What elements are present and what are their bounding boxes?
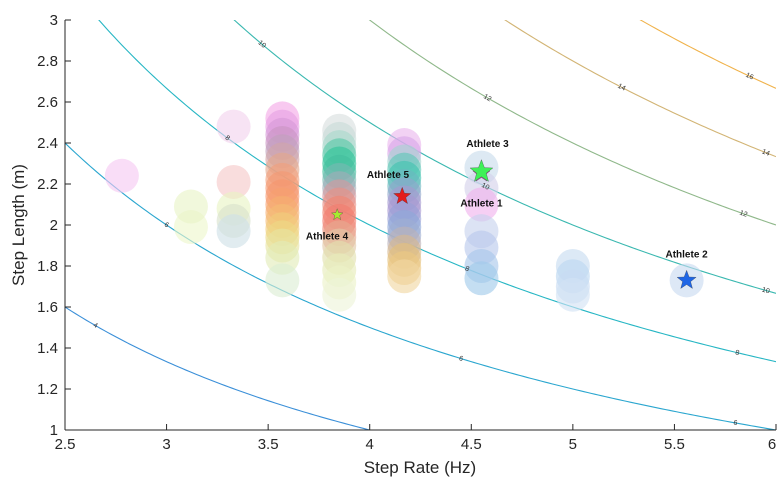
contour-label: 4 [92, 322, 99, 330]
y-tick-label: 1.4 [37, 340, 58, 357]
x-tick-label: 6 [768, 436, 776, 453]
bubble-point [216, 164, 251, 199]
x-tick-label: 3.5 [258, 436, 279, 453]
contour-label: 16 [744, 72, 754, 82]
contour-label: 8 [464, 265, 470, 273]
bubble-point [104, 158, 139, 193]
x-tick-label: 5.5 [664, 436, 685, 453]
contour-line-14 [504, 20, 776, 158]
y-tick-label: 2 [50, 217, 58, 234]
x-tick-label: 2.5 [55, 436, 76, 453]
contour-label: 8 [224, 134, 231, 142]
contour-label: 6 [163, 221, 170, 229]
bubble-point [387, 259, 422, 294]
contour-label: 10 [761, 287, 771, 296]
x-tick-label: 4.5 [461, 436, 482, 453]
bubble-point [173, 189, 208, 224]
bubble-point [322, 277, 357, 312]
contour-label: 12 [482, 93, 492, 103]
bubble-point [464, 187, 499, 222]
contour-line-12 [368, 20, 776, 226]
y-tick-label: 1.8 [37, 258, 58, 275]
y-tick-label: 3 [50, 12, 58, 29]
y-tick-label: 2.2 [37, 176, 58, 193]
athlete-2-label: Athlete 2 [665, 250, 708, 261]
athlete-1-label: Athlete 1 [460, 198, 503, 209]
bubble-point [265, 263, 300, 298]
tick-marks: 2.5 3 3.5 4 4.5 5 5.5 6 1 1.2 1.4 1.6 1.8 2 2.2 2.4 2.6 2… [37, 12, 777, 453]
contour-label: 14 [761, 148, 771, 157]
athlete-5-label: Athlete 5 [367, 170, 410, 181]
contour-label: 10 [256, 39, 267, 49]
x-tick-label: 5 [569, 436, 577, 453]
contour-line-4 [65, 306, 372, 430]
y-axis-title: Step Length (m) [9, 164, 28, 286]
bubble-point [555, 277, 590, 312]
y-tick-label: 2.6 [37, 94, 58, 111]
athlete-5-star [393, 186, 412, 204]
bubble-point [464, 261, 499, 296]
bubble-point [216, 109, 251, 144]
contour-label: 12 [738, 210, 748, 219]
contour-labels: 4 6 6 6 8 8 8 10 10 10 12 12 14 14 16 [92, 39, 771, 427]
y-tick-label: 2.8 [37, 53, 58, 70]
x-tick-label: 4 [366, 436, 374, 453]
y-tick-label: 2.4 [37, 135, 58, 152]
athlete-4-star [331, 208, 344, 220]
contour-label: 8 [735, 349, 741, 357]
x-axis-title: Step Rate (Hz) [364, 458, 476, 477]
bubble-markers [104, 101, 704, 312]
contour-line-16 [639, 20, 776, 89]
contour-label: 14 [616, 83, 626, 93]
athlete-markers: Athlete 1 Athlete 2 Athlete 3 Athlete 4 Athl… [306, 139, 708, 289]
contour-label: 10 [480, 182, 490, 192]
y-tick-label: 1.6 [37, 299, 58, 316]
athlete-4-label: Athlete 4 [306, 231, 349, 242]
y-tick-label: 1 [50, 422, 58, 439]
athlete-2-star [676, 269, 697, 289]
y-tick-label: 1.2 [37, 381, 58, 398]
contour-label: 6 [458, 355, 464, 363]
athlete-3-label: Athlete 3 [466, 139, 509, 150]
contour-label: 6 [733, 420, 738, 428]
x-tick-label: 3 [162, 436, 170, 453]
bubble-point [216, 214, 251, 249]
athlete-3-star [469, 159, 494, 182]
